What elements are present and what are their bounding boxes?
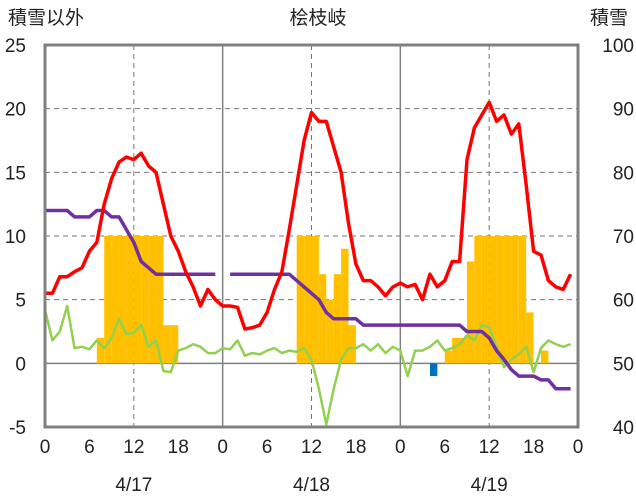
precip-bar bbox=[104, 236, 112, 364]
purple-series-line bbox=[45, 208, 571, 391]
precip-bar bbox=[511, 236, 519, 364]
x-hour-tick-label: 0 bbox=[573, 437, 584, 458]
precip-bar bbox=[163, 325, 171, 364]
precip-bar bbox=[526, 312, 534, 364]
x-hour-tick-label: 6 bbox=[439, 437, 450, 458]
precip-bar bbox=[540, 350, 549, 364]
x-day-label: 4/18 bbox=[293, 475, 330, 496]
y-right-tick-label: 50 bbox=[613, 354, 634, 375]
precip-bar bbox=[496, 236, 504, 364]
y-right-tick-label: 60 bbox=[613, 291, 634, 312]
x-hour-tick-label: 0 bbox=[395, 437, 406, 458]
precip-bar bbox=[119, 236, 127, 364]
green-series-line bbox=[43, 304, 572, 426]
precip-bar bbox=[96, 337, 105, 364]
x-hour-tick-label: 18 bbox=[168, 437, 189, 458]
x-hour-tick-label: 0 bbox=[40, 437, 51, 458]
precip-bar bbox=[318, 274, 327, 364]
precip-bar bbox=[126, 236, 134, 364]
x-hour-tick-label: 6 bbox=[84, 437, 95, 458]
precip-bar bbox=[518, 236, 527, 364]
precip-bar bbox=[348, 325, 356, 364]
y-left-tick-label: 20 bbox=[5, 100, 26, 121]
x-hour-tick-label: 18 bbox=[345, 437, 366, 458]
y-left-tick-label: 15 bbox=[5, 163, 26, 184]
y-left-tick-label: 25 bbox=[5, 36, 26, 57]
x-hour-tick-label: 18 bbox=[523, 437, 544, 458]
precip-bar bbox=[148, 236, 157, 364]
precip-bar bbox=[326, 299, 334, 364]
x-day-label: 4/19 bbox=[471, 475, 508, 496]
precip-bar bbox=[444, 350, 453, 364]
x-hour-tick-label: 12 bbox=[123, 437, 144, 458]
precip-bar bbox=[311, 236, 319, 364]
y-left-tick-label: 5 bbox=[15, 291, 26, 312]
chart-title: 桧枝岐 bbox=[289, 7, 346, 29]
precip-bar bbox=[489, 236, 497, 364]
y-right-tick-label: 70 bbox=[613, 227, 634, 248]
y-right-tick-label: 40 bbox=[613, 418, 634, 439]
x-hour-tick-label: 6 bbox=[262, 437, 273, 458]
x-hour-tick-label: 12 bbox=[479, 437, 500, 458]
precip-bar bbox=[111, 236, 120, 364]
precip-bar bbox=[304, 236, 312, 364]
y-right-tick-label: 100 bbox=[602, 36, 634, 57]
right-axis-title: 積雪 bbox=[590, 7, 628, 29]
x-day-label: 4/17 bbox=[115, 475, 152, 496]
y-right-tick-label: 80 bbox=[613, 163, 634, 184]
frame-border bbox=[43, 43, 580, 429]
series-lines bbox=[43, 100, 573, 426]
precip-bar bbox=[466, 261, 475, 364]
red-series-line bbox=[45, 100, 573, 331]
precip-bar bbox=[429, 363, 438, 377]
plot-frame bbox=[43, 43, 580, 429]
precip-bar bbox=[341, 248, 349, 364]
precip-bar bbox=[296, 236, 305, 364]
precip-bar bbox=[170, 325, 179, 364]
x-hour-tick-label: 12 bbox=[301, 437, 322, 458]
precip-bar bbox=[474, 236, 482, 364]
precip-bar bbox=[452, 337, 460, 364]
left-axis-title: 積雪以外 bbox=[8, 7, 84, 29]
y-left-tick-label: 10 bbox=[5, 227, 26, 248]
y-right-tick-label: 90 bbox=[613, 100, 634, 121]
y-left-tick-label: -5 bbox=[9, 418, 26, 439]
x-hour-tick-label: 0 bbox=[217, 437, 228, 458]
y-left-tick-label: 0 bbox=[15, 354, 26, 375]
precip-bar bbox=[459, 337, 467, 364]
precip-bar bbox=[503, 236, 512, 364]
precip-bar bbox=[481, 236, 490, 364]
precip-bar bbox=[133, 236, 142, 364]
precip-bar bbox=[156, 236, 164, 364]
precip-bar bbox=[141, 236, 149, 364]
